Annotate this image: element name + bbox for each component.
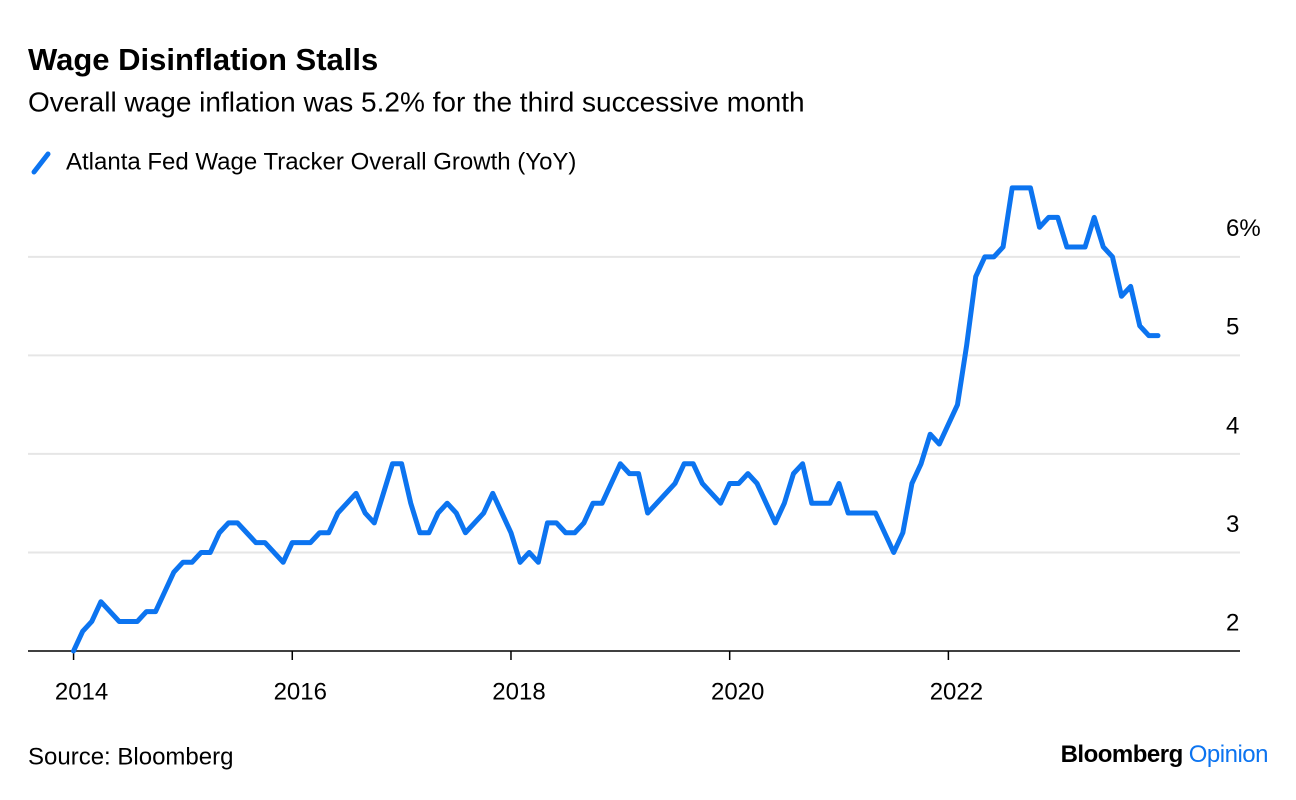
y-tick-label: 6% [1226, 215, 1261, 242]
x-tick-label: 2014 [55, 678, 108, 705]
data-line [71, 185, 1161, 654]
chart-title: Wage Disinflation Stalls [28, 42, 378, 77]
logo: Bloomberg Opinion [1061, 741, 1268, 768]
logo-suffix: Opinion [1189, 741, 1268, 768]
x-tick-label: 2020 [711, 678, 764, 705]
chart-subtitle: Overall wage inflation was 5.2% for the … [28, 86, 805, 117]
legend-label: Atlanta Fed Wage Tracker Overall Growth … [66, 148, 576, 175]
source: Source: Bloomberg [28, 743, 233, 770]
legend-swatch [31, 151, 51, 175]
y-tick-label: 2 [1226, 609, 1239, 636]
x-tick-label: 2022 [930, 678, 983, 705]
y-tick-label: 3 [1226, 511, 1239, 538]
y-tick-label: 5 [1226, 314, 1239, 341]
logo-brand: Bloomberg [1061, 741, 1183, 768]
x-tick-label: 2016 [274, 678, 327, 705]
y-tick-label: 4 [1226, 412, 1239, 439]
x-tick-label: 2018 [492, 678, 545, 705]
